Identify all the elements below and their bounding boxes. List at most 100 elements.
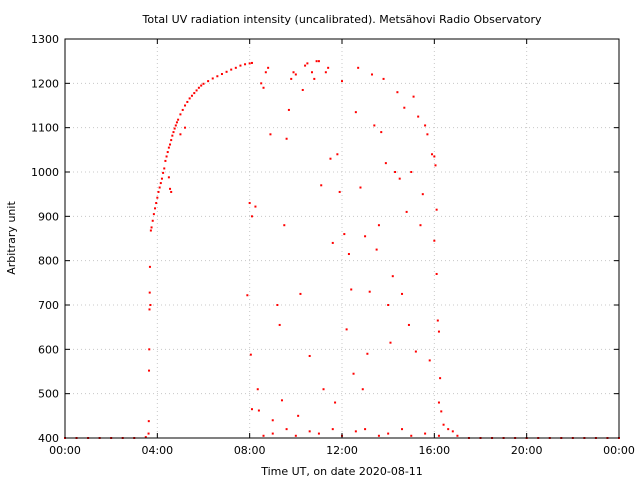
data-point: [190, 94, 193, 97]
data-point: [324, 71, 327, 74]
data-point: [157, 190, 160, 193]
data-point: [417, 115, 420, 118]
data-point: [257, 409, 260, 412]
data-point: [375, 248, 378, 251]
data-point: [377, 434, 380, 437]
data-point: [160, 177, 163, 180]
data-point: [200, 84, 203, 87]
data-point: [437, 434, 440, 437]
data-point: [387, 304, 390, 306]
data-point: [163, 167, 166, 170]
data-point: [294, 73, 297, 76]
data-point: [149, 304, 152, 306]
data-point: [431, 153, 434, 156]
data-point: [250, 61, 253, 64]
data-point: [361, 388, 364, 391]
data-point: [179, 133, 182, 136]
data-point: [220, 73, 223, 76]
x-tick-label: 12:00: [326, 444, 358, 457]
data-point: [239, 64, 242, 67]
data-point: [148, 369, 151, 372]
data-point: [170, 190, 173, 193]
data-point: [436, 319, 439, 322]
data-point: [347, 253, 350, 256]
y-tick-label: 500: [38, 388, 59, 401]
data-point: [451, 430, 454, 433]
data-point: [162, 171, 165, 174]
data-point: [414, 350, 417, 353]
data-point: [447, 428, 450, 431]
data-point: [184, 104, 187, 107]
data-point: [456, 434, 459, 437]
data-point: [294, 434, 297, 437]
y-tick-label: 1000: [31, 166, 59, 179]
data-point: [256, 388, 259, 391]
plot-frame: [64, 38, 620, 439]
y-axis-label: Arbitrary unit: [5, 201, 18, 275]
data-point: [437, 401, 440, 404]
data-point: [334, 401, 337, 404]
y-tick-labels: 400 500 600 700 800 900 1000 1100 1200 1300: [31, 33, 59, 445]
data-point: [186, 100, 189, 103]
data-point: [195, 89, 198, 92]
data-point: [428, 359, 431, 362]
data-point: [368, 290, 371, 293]
data-point: [166, 151, 169, 154]
data-point: [260, 82, 263, 85]
data-point: [331, 241, 334, 244]
data-point: [419, 224, 422, 227]
data-point: [410, 434, 413, 437]
data-point: [412, 95, 415, 98]
data-point: [306, 62, 309, 65]
y-tick-label: 800: [38, 255, 59, 268]
data-point: [364, 428, 367, 431]
data-point: [159, 182, 162, 185]
data-point: [234, 66, 237, 69]
chart-title: Total UV radiation intensity (uncalibrat…: [142, 13, 542, 26]
data-point: [171, 134, 174, 137]
data-point: [310, 71, 313, 74]
data-point: [373, 124, 376, 127]
y-tick-label: 600: [38, 343, 59, 356]
data-point: [382, 77, 385, 80]
data-point: [387, 432, 390, 435]
data-point: [442, 423, 445, 426]
data-point: [434, 164, 437, 167]
x-tick-label: 00:00: [603, 444, 635, 457]
data-point: [329, 157, 332, 160]
data-point: [308, 354, 311, 357]
data-point: [250, 408, 253, 411]
data-point: [364, 235, 367, 238]
data-point: [147, 420, 150, 423]
x-tick-label: 04:00: [141, 444, 173, 457]
data-point: [254, 205, 257, 208]
data-point: [177, 118, 180, 121]
data-point: [440, 410, 443, 413]
data-point: [271, 419, 274, 422]
data-point: [301, 88, 304, 91]
data-point: [341, 80, 343, 83]
data-point: [169, 187, 172, 190]
data-point: [338, 190, 341, 193]
data-point: [424, 432, 427, 435]
data-point: [269, 133, 272, 136]
data-point: [271, 432, 274, 435]
data-point: [320, 184, 323, 187]
data-point: [148, 265, 151, 268]
data-point: [313, 77, 316, 80]
data-point: [147, 432, 150, 435]
data-point: [435, 208, 438, 211]
data-point: [435, 272, 438, 275]
data-point: [262, 434, 265, 437]
data-point: [184, 126, 187, 129]
data-point: [394, 171, 397, 173]
data-point: [391, 275, 394, 278]
data-point: [398, 177, 401, 180]
y-tick-label: 700: [38, 299, 59, 312]
data-point: [403, 106, 406, 109]
data-point: [354, 111, 357, 114]
data-point: [345, 328, 348, 331]
data-point: [297, 414, 300, 417]
data-point: [439, 377, 442, 380]
data-point: [173, 127, 176, 130]
